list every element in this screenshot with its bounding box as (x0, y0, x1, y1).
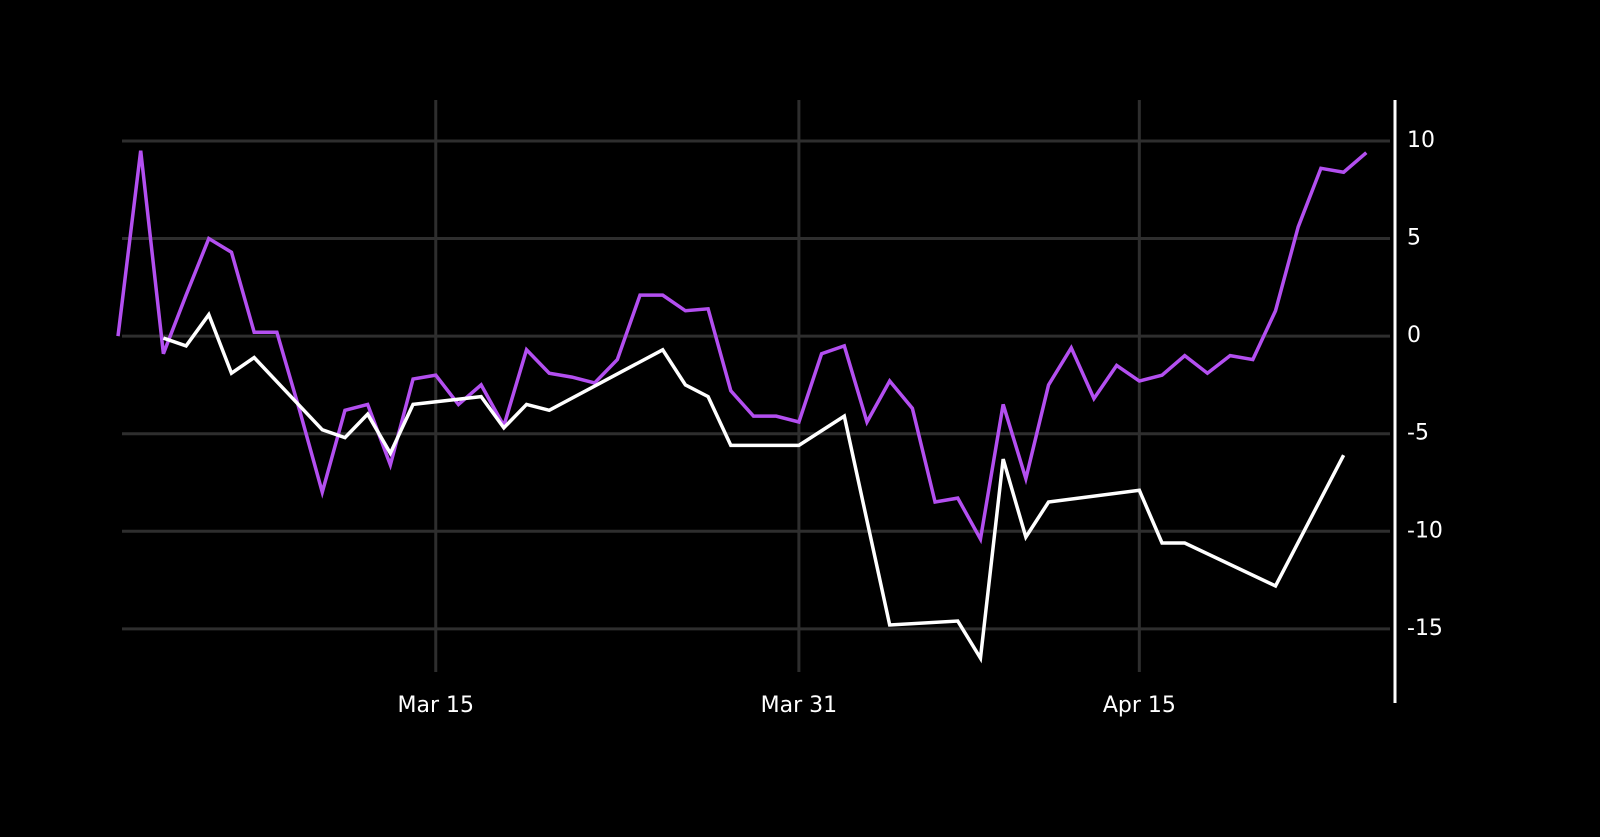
y-tick-label: 10 (1407, 128, 1435, 153)
x-tick-label: Mar 31 (761, 693, 838, 718)
y-tick-label: -10 (1407, 518, 1443, 543)
series-line (162, 311, 1346, 664)
x-tick-label: Mar 15 (398, 693, 475, 718)
x-tick-label: Apr 15 (1103, 693, 1176, 718)
y-tick-label: 5 (1407, 226, 1421, 251)
series-line (116, 150, 1368, 545)
y-tick-label: 0 (1407, 323, 1421, 348)
y-tick-label: -5 (1407, 421, 1429, 446)
y-tick-label: -15 (1407, 616, 1443, 641)
